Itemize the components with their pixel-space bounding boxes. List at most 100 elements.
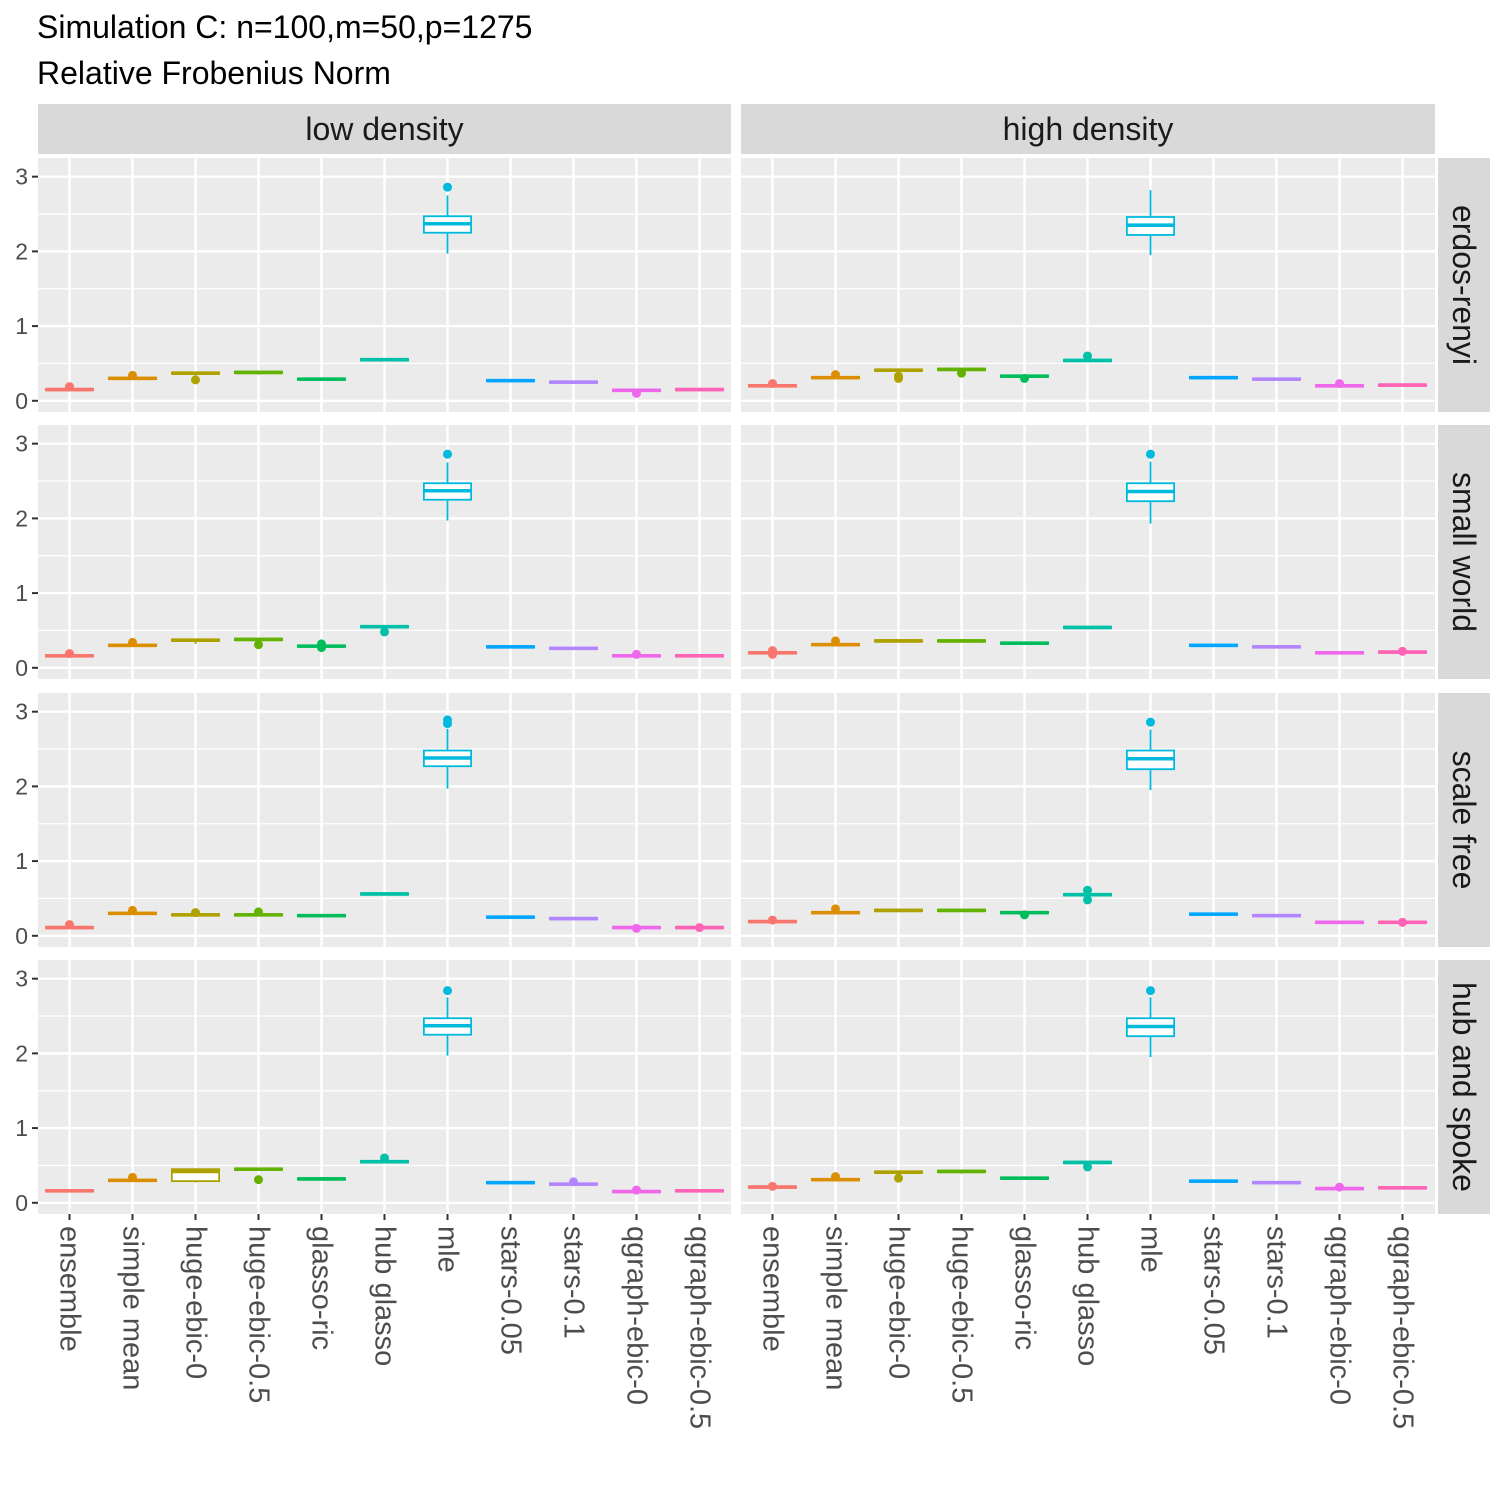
boxplot-huge-ebic-0 [873, 908, 924, 913]
boxplot-stars-0-05 [485, 645, 536, 649]
outlier-point [1398, 646, 1407, 656]
outlier-point [768, 649, 777, 659]
boxplot-mle [422, 986, 473, 1056]
column-strip: high density [741, 104, 1435, 154]
boxplot-qgraph-ebic-0 [611, 649, 662, 659]
outlier-point [831, 904, 840, 914]
facet-panel [741, 960, 1435, 1214]
y-tick-label: 1 [15, 580, 28, 606]
boxplot-qgraph-ebic-0 [611, 388, 662, 398]
outlier-point [443, 449, 452, 459]
column-strip-background [38, 104, 731, 154]
y-tick-label: 0 [15, 655, 28, 681]
facet-panel [38, 158, 731, 412]
boxplot-qgraph-ebic-0-5 [674, 1189, 725, 1193]
boxplot-stars-0-1 [1251, 1180, 1302, 1185]
facet-panel [38, 960, 731, 1214]
boxplot-simple-mean [810, 636, 861, 647]
boxplot-hub-glasso [359, 892, 410, 896]
boxplot-stars-0-05 [1188, 912, 1239, 916]
boxplot-qgraph-ebic-0 [1314, 920, 1365, 925]
boxplot-huge-ebic-0 [873, 639, 924, 643]
boxplot-simple-mean [810, 904, 861, 915]
row-strip: scale free [1438, 693, 1490, 947]
x-tick-label: stars-0.05 [1198, 1226, 1230, 1355]
boxplot-huge-ebic-0 [170, 908, 221, 918]
outlier-point [632, 1185, 641, 1195]
boxplot-stars-0-05 [1188, 375, 1239, 380]
y-tick-label: 2 [15, 238, 28, 264]
boxplot-glasso-ric [296, 1177, 347, 1181]
boxplot-glasso-ric [999, 641, 1050, 645]
outlier-point [831, 370, 840, 380]
boxplot-huge-ebic-0-5 [936, 1169, 987, 1174]
outlier-point [65, 920, 74, 930]
boxplot-qgraph-ebic-0-5 [674, 654, 725, 658]
boxplot-mle [422, 449, 473, 521]
row-strip: erdos-renyi [1438, 158, 1490, 412]
boxplot-mle [1125, 717, 1176, 791]
boxplot-ensemble [44, 1189, 95, 1193]
boxplot-huge-ebic-0 [170, 1168, 221, 1183]
x-tick-label: mle [1135, 1226, 1167, 1273]
outlier-point [1335, 379, 1344, 389]
outlier-point [128, 637, 137, 647]
boxplot-huge-ebic-0-5 [233, 907, 284, 917]
boxplot-stars-0-1 [548, 646, 599, 651]
x-tick-label: stars-0.1 [1261, 1226, 1293, 1339]
facet-panel [38, 425, 731, 679]
boxplot-simple-mean [810, 1172, 861, 1182]
outlier-point [191, 908, 200, 918]
outlier-point [894, 1173, 903, 1183]
boxplot-qgraph-ebic-0 [611, 1185, 662, 1195]
boxplot-stars-0-1 [548, 916, 599, 921]
row-strip-label: small world [1446, 472, 1482, 632]
outlier-point [768, 915, 777, 925]
y-tick-label: 2 [15, 505, 28, 531]
outlier-point [768, 1181, 777, 1191]
boxplot-mle [422, 182, 473, 254]
boxplot-huge-ebic-0 [170, 371, 221, 385]
row-strip-label: erdos-renyi [1446, 205, 1482, 365]
x-tick-label: huge-ebic-0.5 [243, 1226, 275, 1403]
outlier-point [443, 182, 452, 192]
boxplot-huge-ebic-0 [873, 1170, 924, 1183]
outlier-point [1146, 986, 1155, 996]
boxplot-simple-mean [107, 370, 158, 381]
boxplot-stars-0-05 [1188, 1179, 1239, 1183]
boxplot-ensemble [747, 915, 798, 925]
boxplot-stars-0-1 [1251, 377, 1302, 381]
boxplot-simple-mean [107, 1172, 158, 1183]
y-tick-label: 2 [15, 1040, 28, 1066]
column-strip-background [741, 104, 1435, 154]
boxplot-qgraph-ebic-0 [1314, 651, 1365, 655]
x-tick-label: huge-ebic-0 [180, 1226, 212, 1379]
outlier-point [254, 640, 263, 650]
outlier-point [1083, 351, 1092, 361]
boxplot-stars-0-05 [485, 1180, 536, 1185]
outlier-point [1020, 373, 1029, 383]
outlier-point [695, 923, 704, 933]
boxplot-glasso-ric [999, 910, 1050, 920]
x-tick-label: qgraph-ebic-0 [1324, 1226, 1356, 1405]
chart-subtitle: Relative Frobenius Norm [37, 55, 391, 91]
boxplot-hub-glasso [359, 357, 410, 362]
boxplot-mle [422, 715, 473, 789]
row-strip: small world [1438, 425, 1490, 679]
x-tick-label: simple mean [820, 1226, 852, 1390]
boxplot-huge-ebic-0-5 [936, 908, 987, 913]
outlier-point [443, 986, 452, 996]
outlier-point [1083, 885, 1092, 895]
y-tick-label: 0 [15, 388, 28, 414]
outlier-point [632, 388, 641, 398]
boxplot-qgraph-ebic-0 [1314, 379, 1365, 389]
outlier-point [1146, 717, 1155, 727]
boxplot-huge-ebic-0 [170, 638, 221, 644]
x-tick-label: qgraph-ebic-0.5 [684, 1226, 716, 1429]
boxplot-qgraph-ebic-0 [611, 923, 662, 933]
outlier-point [1083, 1162, 1092, 1172]
boxplot-huge-ebic-0-5 [936, 367, 987, 378]
x-tick-label: simple mean [117, 1226, 149, 1390]
column-strip-label: low density [305, 111, 463, 147]
outlier-point [380, 1153, 389, 1163]
